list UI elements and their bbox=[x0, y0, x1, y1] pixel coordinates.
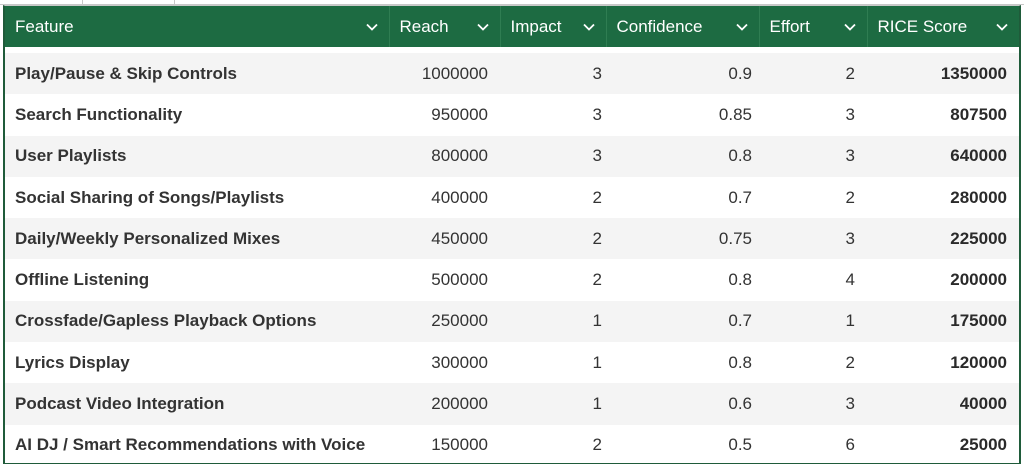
chevron-down-icon[interactable] bbox=[843, 20, 857, 34]
rice-score-cell[interactable]: 225000 bbox=[867, 218, 1019, 260]
rice-score-cell[interactable]: 120000 bbox=[867, 342, 1019, 384]
impact-cell[interactable]: 3 bbox=[500, 94, 606, 136]
effort-cell[interactable]: 2 bbox=[759, 176, 867, 219]
impact-cell[interactable]: 2 bbox=[500, 218, 606, 260]
column-header-label: Impact bbox=[510, 16, 562, 36]
table-row[interactable]: Crossfade/Gapless Playback Options 25000… bbox=[5, 300, 1019, 343]
impact-cell[interactable]: 1 bbox=[500, 342, 606, 384]
reach-cell[interactable]: 800000 bbox=[389, 135, 500, 177]
confidence-cell[interactable]: 0.7 bbox=[606, 300, 759, 343]
effort-cell[interactable]: 3 bbox=[759, 383, 867, 425]
chevron-down-icon[interactable] bbox=[582, 20, 596, 34]
feature-cell[interactable]: Search Functionality bbox=[5, 94, 389, 136]
effort-cell[interactable]: 1 bbox=[759, 300, 867, 343]
column-header-rice-score[interactable]: RICE Score bbox=[867, 6, 1019, 47]
effort-cell[interactable]: 6 bbox=[759, 424, 867, 463]
impact-cell[interactable]: 2 bbox=[500, 259, 606, 301]
rice-score-cell[interactable]: 40000 bbox=[867, 383, 1019, 425]
header-row: Feature Reach Impact Confidence Effort R… bbox=[5, 6, 1019, 47]
feature-cell[interactable]: Offline Listening bbox=[5, 259, 389, 301]
impact-cell[interactable]: 1 bbox=[500, 383, 606, 425]
column-header-effort[interactable]: Effort bbox=[759, 6, 868, 47]
table-row[interactable]: Social Sharing of Songs/Playlists 400000… bbox=[5, 176, 1019, 219]
impact-cell[interactable]: 1 bbox=[500, 300, 606, 343]
column-header-reach[interactable]: Reach bbox=[389, 6, 501, 47]
effort-cell[interactable]: 3 bbox=[759, 218, 867, 260]
rice-score-cell[interactable]: 640000 bbox=[867, 135, 1019, 177]
table-row[interactable]: Lyrics Display 300000 1 0.8 2 120000 bbox=[5, 342, 1019, 384]
top-strip-segment bbox=[0, 0, 83, 5]
rice-table: Feature Reach Impact Confidence Effort R… bbox=[5, 6, 1019, 463]
effort-cell[interactable]: 2 bbox=[759, 53, 867, 95]
rice-score-cell[interactable]: 807500 bbox=[867, 94, 1019, 136]
column-header-label: Reach bbox=[399, 16, 449, 36]
rice-score-cell[interactable]: 25000 bbox=[867, 424, 1019, 463]
feature-cell[interactable]: Podcast Video Integration bbox=[5, 383, 389, 425]
reach-cell[interactable]: 400000 bbox=[389, 176, 500, 219]
rice-score-cell[interactable]: 200000 bbox=[867, 259, 1019, 301]
reach-cell[interactable]: 150000 bbox=[389, 424, 500, 463]
reach-cell[interactable]: 1000000 bbox=[389, 53, 500, 95]
chevron-down-icon[interactable] bbox=[365, 20, 379, 34]
confidence-cell[interactable]: 0.5 bbox=[606, 424, 759, 463]
confidence-cell[interactable]: 0.85 bbox=[606, 94, 759, 136]
confidence-cell[interactable]: 0.7 bbox=[606, 176, 759, 219]
rice-score-cell[interactable]: 175000 bbox=[867, 300, 1019, 343]
feature-cell[interactable]: User Playlists bbox=[5, 135, 389, 177]
top-strip-segment bbox=[82, 0, 175, 5]
column-header-feature[interactable]: Feature bbox=[5, 6, 390, 47]
table-row[interactable]: Podcast Video Integration 200000 1 0.6 3… bbox=[5, 383, 1019, 425]
rice-score-cell[interactable]: 1350000 bbox=[867, 53, 1019, 95]
reach-cell[interactable]: 500000 bbox=[389, 259, 500, 301]
confidence-cell[interactable]: 0.6 bbox=[606, 383, 759, 425]
column-header-label: Effort bbox=[769, 16, 810, 36]
confidence-cell[interactable]: 0.8 bbox=[606, 259, 759, 301]
feature-cell[interactable]: Lyrics Display bbox=[5, 342, 389, 384]
chevron-down-icon[interactable] bbox=[995, 20, 1009, 34]
table-row[interactable]: AI DJ / Smart Recommendations with Voice… bbox=[5, 424, 1019, 463]
reach-cell[interactable]: 950000 bbox=[389, 94, 500, 136]
chevron-down-icon[interactable] bbox=[476, 20, 490, 34]
reach-cell[interactable]: 200000 bbox=[389, 383, 500, 425]
impact-cell[interactable]: 3 bbox=[500, 53, 606, 95]
table-row[interactable]: Offline Listening 500000 2 0.8 4 200000 bbox=[5, 259, 1019, 301]
table-row[interactable]: User Playlists 800000 3 0.8 3 640000 bbox=[5, 135, 1019, 177]
top-strip bbox=[0, 0, 1024, 5]
effort-cell[interactable]: 3 bbox=[759, 94, 867, 136]
feature-cell[interactable]: Crossfade/Gapless Playback Options bbox=[5, 300, 389, 343]
feature-cell[interactable]: Daily/Weekly Personalized Mixes bbox=[5, 218, 389, 260]
confidence-cell[interactable]: 0.75 bbox=[606, 218, 759, 260]
confidence-cell[interactable]: 0.8 bbox=[606, 342, 759, 384]
column-header-label: Feature bbox=[15, 16, 74, 36]
table-row[interactable]: Play/Pause & Skip Controls 1000000 3 0.9… bbox=[5, 53, 1019, 95]
effort-cell[interactable]: 3 bbox=[759, 135, 867, 177]
impact-cell[interactable]: 3 bbox=[500, 135, 606, 177]
confidence-cell[interactable]: 0.9 bbox=[606, 53, 759, 95]
impact-cell[interactable]: 2 bbox=[500, 424, 606, 463]
header-gap bbox=[5, 47, 1019, 53]
effort-cell[interactable]: 4 bbox=[759, 259, 867, 301]
column-header-label: RICE Score bbox=[877, 16, 968, 36]
top-strip-line bbox=[0, 4, 1024, 5]
reach-cell[interactable]: 250000 bbox=[389, 300, 500, 343]
column-header-confidence[interactable]: Confidence bbox=[606, 6, 760, 47]
table-row[interactable]: Daily/Weekly Personalized Mixes 450000 2… bbox=[5, 218, 1019, 260]
rice-table-frame: Feature Reach Impact Confidence Effort R… bbox=[3, 5, 1021, 464]
column-header-impact[interactable]: Impact bbox=[500, 6, 607, 47]
feature-cell[interactable]: AI DJ / Smart Recommendations with Voice bbox=[5, 424, 389, 463]
column-header-label: Confidence bbox=[616, 16, 703, 36]
reach-cell[interactable]: 300000 bbox=[389, 342, 500, 384]
feature-cell[interactable]: Social Sharing of Songs/Playlists bbox=[5, 176, 389, 219]
chevron-down-icon[interactable] bbox=[735, 20, 749, 34]
effort-cell[interactable]: 2 bbox=[759, 342, 867, 384]
impact-cell[interactable]: 2 bbox=[500, 176, 606, 219]
table-row[interactable]: Search Functionality 950000 3 0.85 3 807… bbox=[5, 94, 1019, 136]
reach-cell[interactable]: 450000 bbox=[389, 218, 500, 260]
rice-score-cell[interactable]: 280000 bbox=[867, 176, 1019, 219]
feature-cell[interactable]: Play/Pause & Skip Controls bbox=[5, 53, 389, 95]
confidence-cell[interactable]: 0.8 bbox=[606, 135, 759, 177]
